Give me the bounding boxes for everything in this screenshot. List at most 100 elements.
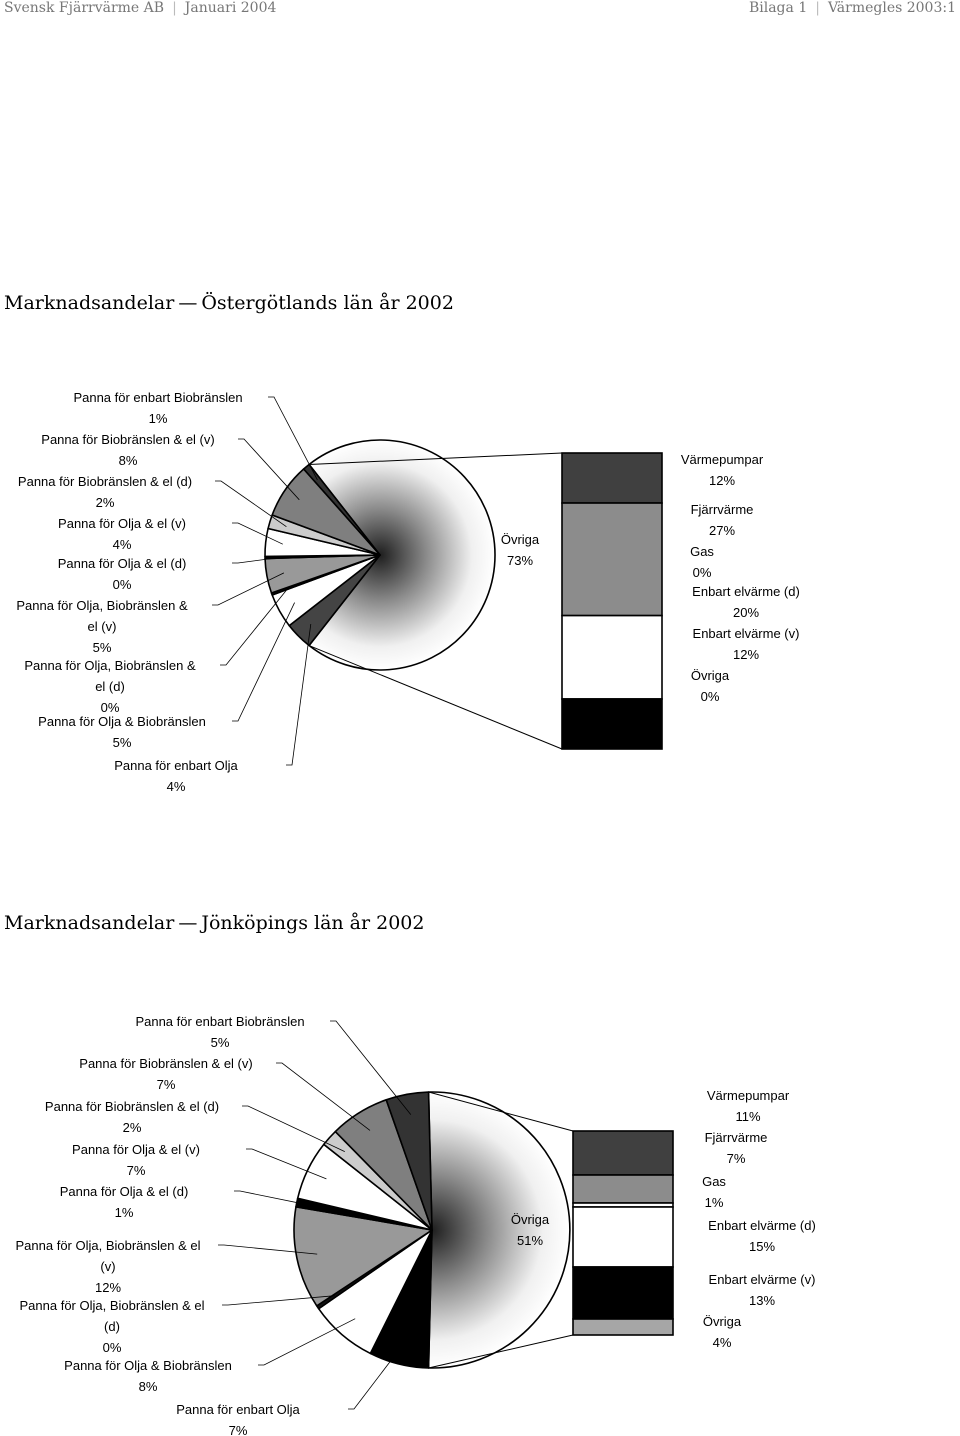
pie-label-panna-for-olja-biobranslen-el-d: Panna för Olja, Biobränslen & el (d) 0% <box>20 1298 205 1355</box>
pie-label-panna-for-biobranslen-el-v: Panna för Biobränslen & el (v) 8% <box>41 432 214 468</box>
pie-slice-ovriga <box>427 1091 571 1369</box>
bar-of-pie-chart-jonkoping: Panna för enbart Biobränslen 5% Panna för … <box>16 1014 816 1436</box>
bar-segment-enbart-elvarme-d <box>572 1206 674 1268</box>
bar-value-enbart-elvarme-d: 15% <box>749 1239 775 1254</box>
company-name: Svensk Fjärrvärme AB <box>4 0 165 16</box>
pie-label-panna-for-biobranslen-el-d: Panna för Biobränslen & el (d) 2% <box>45 1099 219 1135</box>
pie-label-panna-for-olja-biobranslen: Panna för Olja & Biobränslen 8% <box>64 1358 232 1394</box>
title-prefix: Marknadsandelar <box>4 912 175 934</box>
header-separator: | <box>172 0 177 16</box>
pie-label-panna-for-biobranslen-el-d: Panna för Biobränslen & el (d) 2% <box>18 474 192 510</box>
bar-label-ovriga: Övriga 4% <box>703 1314 742 1350</box>
bar-value-fjarrvarme: 27% <box>709 523 735 538</box>
pie-label-panna-for-olja-biobranslen-el-v: Panna för Olja, Biobränslen & el (v) 5% <box>16 598 188 655</box>
title-dash: — <box>178 912 198 934</box>
connector-line-top <box>309 452 563 465</box>
bar-label-varmepumpar: Värmepumpar 12% <box>681 452 764 488</box>
leader-line <box>268 396 318 481</box>
leader-line <box>234 1190 318 1208</box>
pie-value-panna-for-olja-el-d: 1% <box>115 1205 134 1220</box>
pie-label-panna-for-olja-biobranslen: Panna för Olja & Biobränslen 5% <box>38 714 206 750</box>
bar-label-enbart-elvarme-d: Enbart elvärme (d) 20% <box>692 584 800 620</box>
bar-value-gas: 0% <box>693 565 712 580</box>
bar-label-varmepumpar: Värmepumpar 11% <box>707 1088 790 1124</box>
bar-value-ovriga: 0% <box>701 689 720 704</box>
pie-value-panna-for-enbart-biobranslen: 5% <box>211 1035 230 1050</box>
pie-value-panna-for-enbart-olja: 4% <box>167 779 186 794</box>
leader-line <box>238 438 300 501</box>
pie-value-panna-for-olja-el-v: 4% <box>113 537 132 552</box>
bar-value-fjarrvarme: 7% <box>727 1151 746 1166</box>
bar-value-enbart-elvarme-v: 12% <box>733 647 759 662</box>
chart-title-jonkoping: Marknadsandelar — Jönköpings län år 2002 <box>4 912 425 934</box>
bar-label-enbart-elvarme-v: Enbart elvärme (v) 13% <box>709 1272 816 1308</box>
bar-segment-enbart-elvarme-v <box>561 698 663 750</box>
pie-label-panna-for-enbart-olja: Panna för enbart Olja 4% <box>114 758 238 794</box>
pie-value-panna-for-biobranslen-el-d: 2% <box>96 495 115 510</box>
leader-line <box>232 556 283 564</box>
pie-label-panna-for-enbart-olja: Panna för enbart Olja 7% <box>176 1402 300 1436</box>
bar-value-enbart-elvarme-v: 13% <box>749 1293 775 1308</box>
leader-line <box>232 522 283 545</box>
bar-value-ovriga: 4% <box>713 1335 732 1350</box>
bar-value-varmepumpar: 11% <box>735 1109 760 1124</box>
bar-label-fjarrvarme: Fjärrvärme 7% <box>705 1130 768 1166</box>
bar-label-enbart-elvarme-d: Enbart elvärme (d) 15% <box>708 1218 816 1254</box>
pie-label-panna-for-olja-biobranslen-el-v: Panna för Olja, Biobränslen & el (v) 12% <box>16 1238 201 1295</box>
bar-value-varmepumpar: 12% <box>709 473 735 488</box>
pie-label-panna-for-olja-biobranslen-el-d: Panna för Olja, Biobränslen & el (d) 0% <box>24 658 196 715</box>
title-prefix: Marknadsandelar <box>4 292 175 314</box>
leader-line <box>246 1148 327 1180</box>
leader-line <box>242 1105 345 1152</box>
leader-line <box>222 1295 335 1306</box>
pie-label-ovriga: Övriga 73% <box>501 532 540 568</box>
leader-line <box>215 480 287 528</box>
pie-value-panna-for-olja-biobranslen-el-v: 5% <box>93 640 112 655</box>
pie-value-panna-for-olja-biobranslen-el-d: 0% <box>103 1340 122 1355</box>
bar-label-ovriga: Övriga 0% <box>691 668 730 704</box>
pie-value-panna-for-olja-el-v: 7% <box>127 1163 146 1178</box>
pie-value-panna-for-biobranslen-el-v: 7% <box>157 1077 176 1092</box>
pie-label-panna-for-olja-el-v: Panna för Olja & el (v) 4% <box>58 516 186 552</box>
page-header-right: Bilaga 1 | Värmegles 2003:1 <box>749 0 956 16</box>
pie-value-panna-for-olja-biobranslen: 5% <box>113 735 132 750</box>
bar-value-enbart-elvarme-d: 20% <box>733 605 759 620</box>
leader-line <box>258 1318 356 1366</box>
bar-segment-varmepumpar <box>572 1130 674 1176</box>
leader-line <box>348 1343 405 1410</box>
pie-slice-ovriga <box>308 439 496 671</box>
header-separator: | <box>815 0 820 16</box>
pie-label-panna-for-olja-el-v: Panna för Olja & el (v) 7% <box>72 1142 200 1178</box>
leader-line <box>212 572 285 606</box>
document-id: Värmegles 2003:1 <box>827 0 956 16</box>
leader-line <box>232 602 295 722</box>
pie-label-panna-for-biobranslen-el-v: Panna för Biobränslen & el (v) 7% <box>79 1056 252 1092</box>
pie-label-panna-for-enbart-biobranslen: Panna för enbart Biobränslen 1% <box>73 390 242 426</box>
title-region: Östergötlands län år 2002 <box>201 292 454 314</box>
title-dash: — <box>178 292 198 314</box>
leader-line <box>218 1244 318 1255</box>
pie-value-panna-for-enbart-biobranslen: 1% <box>149 411 168 426</box>
pie-value-panna-for-biobranslen-el-d: 2% <box>123 1120 142 1135</box>
bar-label-fjarrvarme: Fjärrvärme 27% <box>691 502 754 538</box>
pie-slice-panna-for-enbart-biobranslen <box>385 1091 433 1231</box>
bar-label-gas: Gas 1% <box>702 1174 726 1210</box>
pie-label-panna-for-olja-el-d: Panna för Olja & el (d) 0% <box>58 556 187 592</box>
pie-value-panna-for-olja-biobranslen: 8% <box>139 1379 158 1394</box>
pie-value-panna-for-biobranslen-el-v: 8% <box>119 453 138 468</box>
pie-label-panna-for-enbart-biobranslen: Panna för enbart Biobränslen 5% <box>135 1014 304 1050</box>
bar-of-pie-chart-ostergotland: Panna för enbart Biobränslen 1% Panna för … <box>16 390 800 794</box>
pie-label-panna-for-olja-el-d: Panna för Olja & el (d) 1% <box>60 1184 189 1220</box>
title-region: Jönköpings län år 2002 <box>201 912 425 934</box>
bar-segment-ovriga <box>572 1318 674 1336</box>
pie-value-ovriga: 51% <box>517 1233 543 1248</box>
chart-title-ostergotland: Marknadsandelar — Östergötlands län år 200… <box>4 292 454 314</box>
bar-label-enbart-elvarme-v: Enbart elvärme (v) 12% <box>693 626 800 662</box>
bar-segment-enbart-elvarme-v <box>572 1266 674 1320</box>
header-date: Januari 2004 <box>184 0 277 16</box>
bar-label-gas: Gas 0% <box>690 544 714 580</box>
appendix-label: Bilaga 1 <box>748 0 808 16</box>
pie-label-ovriga: Övriga 51% <box>511 1212 550 1248</box>
bar-value-gas: 1% <box>705 1195 724 1210</box>
pie-value-panna-for-olja-biobranslen-el-d: 0% <box>101 700 120 715</box>
